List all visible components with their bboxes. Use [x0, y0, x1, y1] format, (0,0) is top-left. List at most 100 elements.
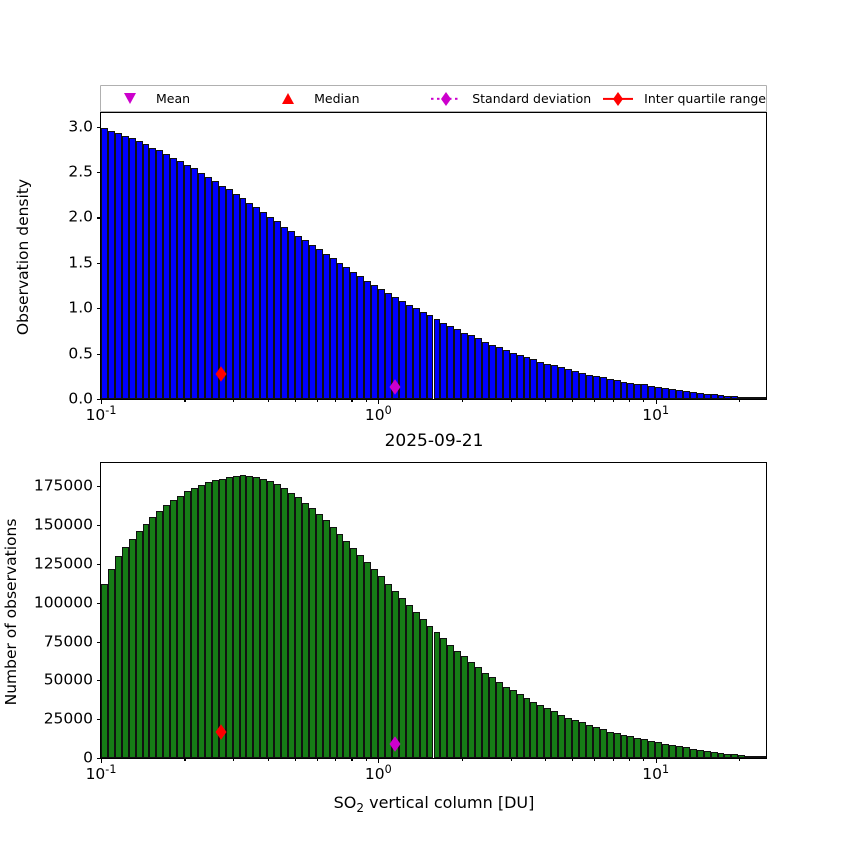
histogram-bar [149, 147, 157, 399]
y-tick-label: 2.0 [68, 207, 93, 226]
histogram-bar [516, 694, 524, 758]
y-tick-label: 25000 [43, 709, 93, 728]
x-minor-tick [642, 758, 645, 761]
y-tick [96, 399, 101, 401]
histogram-bar [350, 271, 358, 399]
histogram-bar [204, 481, 212, 758]
histogram-bar [107, 568, 115, 758]
histogram-bar [572, 370, 579, 399]
histogram-bar [669, 389, 676, 399]
histogram-bar [426, 315, 434, 399]
histogram-bar [759, 397, 766, 399]
legend-entry-standard-deviation[interactable]: Standard deviation [419, 86, 591, 111]
y-tick [96, 602, 101, 604]
histogram-bar [322, 520, 330, 758]
x-minor-tick [316, 399, 318, 402]
histogram-bar [350, 547, 358, 758]
histogram-bar [156, 150, 164, 399]
histogram-bar [274, 221, 282, 399]
histogram-bar [745, 397, 753, 399]
histogram-bar [246, 202, 254, 399]
histogram-bar [197, 172, 205, 399]
x-minor-tick [267, 758, 270, 761]
y-tick [96, 217, 101, 219]
histogram-bar [391, 591, 399, 758]
histogram-bar [724, 395, 732, 399]
histogram-bar [225, 476, 233, 758]
histogram-bar [239, 198, 247, 399]
legend-entry-median[interactable]: Median [261, 86, 419, 111]
histogram-bar [378, 576, 385, 758]
histogram-bar [752, 756, 760, 758]
histogram-bar [329, 526, 337, 758]
histogram-bar [634, 383, 642, 399]
histogram-bar [662, 388, 670, 399]
legend-entry-inter-quartile-range[interactable]: Inter quartile range [591, 86, 766, 111]
histogram-bar [696, 749, 704, 758]
histogram-bar [468, 661, 476, 758]
x-minor-tick [461, 758, 463, 761]
x-minor-tick [365, 399, 367, 402]
x-minor-tick [594, 758, 596, 761]
histogram-bar [107, 131, 115, 399]
histogram-bar [142, 143, 150, 399]
histogram-bar [454, 329, 462, 399]
y-tick [96, 719, 101, 721]
axes-number-of-observations: 0 25000 50000 75000 100000 125000 150000 175000… [2, 462, 767, 783]
histogram-bar [440, 322, 448, 399]
histogram-bar [475, 667, 482, 758]
histogram-bar [606, 731, 614, 758]
histogram-bar [211, 480, 219, 758]
histogram-bar [260, 478, 268, 758]
y-tick-label: 1.5 [68, 253, 93, 272]
histogram-bar [149, 517, 157, 758]
x-minor-tick [365, 758, 367, 761]
y-tick-label: 150000 [33, 515, 93, 534]
histogram-bar [114, 132, 122, 399]
x-minor-tick [628, 399, 630, 402]
x-axis-title: SO2 vertical column [DU] [334, 793, 535, 814]
x-tick-label: 101 [642, 403, 670, 424]
x-minor-tick [335, 758, 337, 761]
legend-entry-mean[interactable]: Mean [101, 86, 261, 111]
histogram-bar [218, 185, 226, 399]
histogram-bar [294, 235, 302, 399]
histogram-bar [301, 240, 309, 399]
histogram-bar [641, 384, 649, 399]
histogram-bar [641, 739, 649, 758]
x-tick [101, 758, 103, 763]
histogram-bar [267, 216, 275, 399]
marker-inter-quartile-range [215, 724, 227, 744]
x-minor-tick [316, 758, 318, 761]
histogram-bar [731, 396, 739, 399]
y-tick [96, 126, 101, 128]
x-minor-tick [739, 758, 741, 761]
histogram-bar [191, 168, 198, 399]
y-tick [96, 680, 101, 682]
y-tick-label: 75000 [43, 631, 93, 650]
x-tick-label: 100 [364, 403, 392, 424]
x-minor-tick [184, 399, 186, 402]
histogram-bar [343, 540, 351, 758]
histogram-bar [128, 138, 136, 399]
legend-label: Inter quartile range [644, 91, 766, 106]
x-minor-tick [739, 399, 741, 402]
histogram-bar [502, 349, 510, 399]
y-tick [96, 758, 101, 760]
histogram-bar [253, 476, 261, 758]
x-tick-label: 101 [642, 762, 670, 783]
x-tick-label: 100 [364, 762, 392, 783]
diamond-icon [429, 90, 463, 108]
y-tick-label: 1.0 [68, 298, 93, 317]
histogram-bar [738, 396, 746, 399]
histogram-bar [301, 502, 309, 758]
histogram-bar [620, 734, 628, 758]
histogram-bar [135, 141, 143, 399]
histogram-bar [495, 347, 503, 399]
histogram-bar [385, 292, 392, 399]
histogram-bar [184, 490, 192, 758]
y-tick-label: 3.0 [68, 116, 93, 135]
histogram-bar [308, 508, 316, 758]
histogram-bar [662, 743, 670, 758]
histogram-bar [468, 335, 476, 399]
